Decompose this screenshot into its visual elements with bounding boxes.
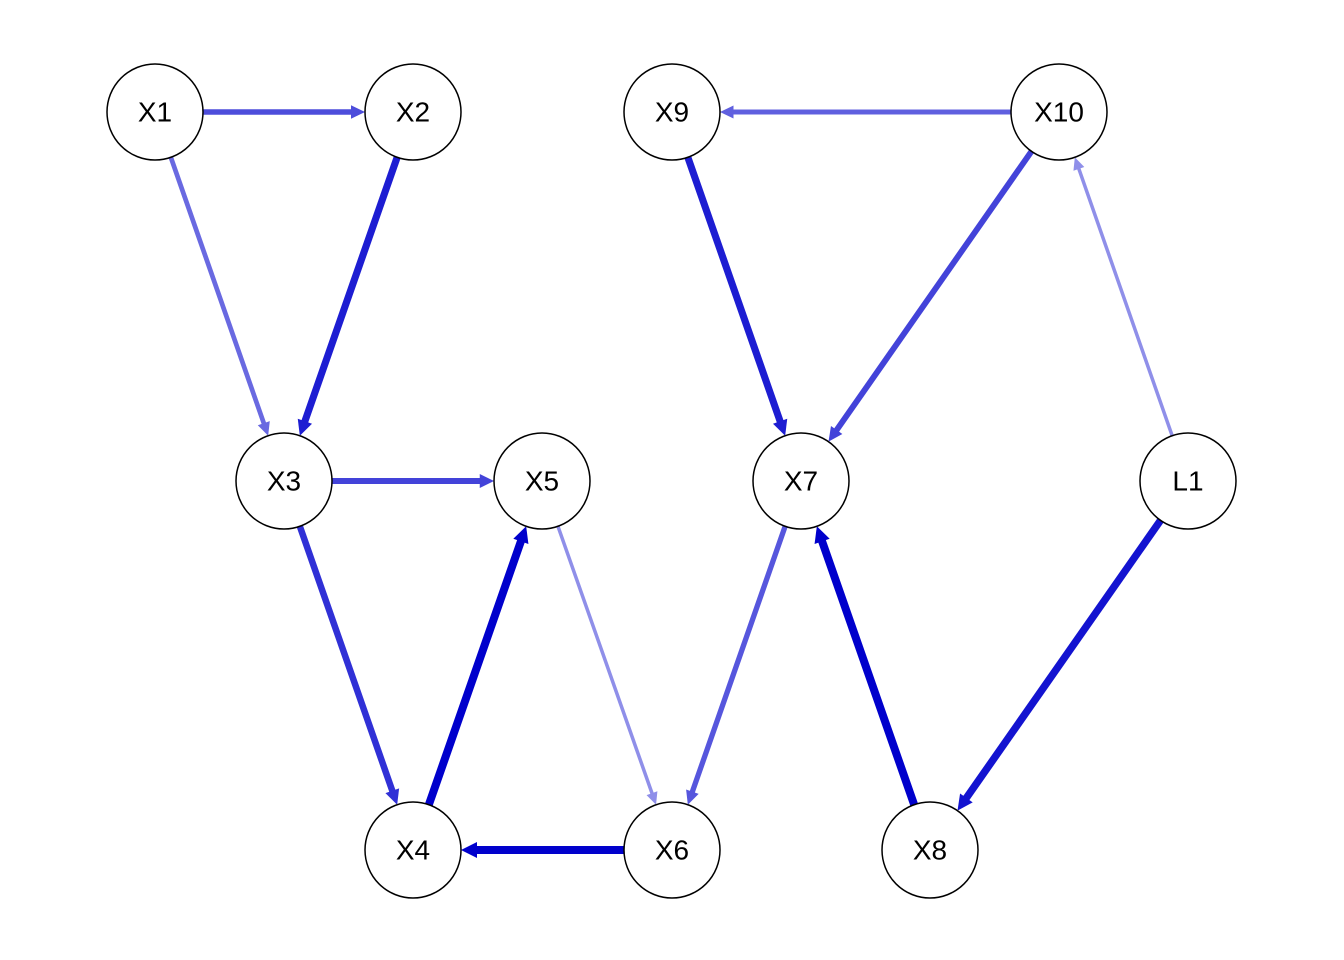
node-l1: L1: [1139, 432, 1237, 530]
edge-x8-to-x7: [814, 526, 918, 807]
node-x3: X3: [235, 432, 333, 530]
node-circle: [1139, 432, 1237, 530]
arrowhead: [772, 418, 788, 436]
node-circle: [623, 801, 721, 899]
node-circle: [493, 432, 591, 530]
node-circle: [1010, 63, 1108, 161]
arrowhead: [1073, 157, 1085, 171]
node-x8: X8: [881, 801, 979, 899]
node-circle: [235, 432, 333, 530]
arrowhead: [686, 789, 699, 805]
edge-x6-to-x4: [461, 842, 624, 858]
edge-line: [833, 149, 1034, 433]
edge-line: [689, 525, 788, 794]
arrowhead: [957, 793, 973, 811]
arrowhead: [646, 791, 658, 805]
arrowhead: [351, 105, 365, 119]
node-label: X4: [396, 835, 430, 866]
node-label: X1: [138, 97, 172, 128]
node-label: X2: [396, 97, 430, 128]
edge-x10-to-x9: [720, 105, 1011, 119]
edges-layer: [168, 105, 1174, 858]
edge-x1-to-x2: [203, 105, 365, 119]
edge-line: [556, 525, 654, 795]
edge-line: [168, 156, 267, 425]
edge-x2-to-x3: [297, 156, 401, 436]
arrowhead: [297, 418, 313, 436]
node-x5: X5: [493, 432, 591, 530]
node-label: X6: [655, 835, 689, 866]
node-x9: X9: [623, 63, 721, 161]
node-label: L1: [1172, 466, 1203, 497]
node-circle: [364, 63, 462, 161]
node-label: X8: [913, 835, 947, 866]
edge-line: [301, 156, 401, 424]
edge-line: [296, 525, 396, 793]
arrowhead: [814, 526, 830, 545]
node-circle: [881, 801, 979, 899]
edge-x4-to-x5: [425, 526, 529, 807]
node-circle: [752, 432, 850, 530]
edge-x10-to-x7: [828, 149, 1034, 442]
node-x10: X10: [1010, 63, 1108, 161]
node-x6: X6: [623, 801, 721, 899]
node-label: X10: [1034, 97, 1084, 128]
arrowhead: [385, 788, 400, 805]
node-circle: [623, 63, 721, 161]
node-x2: X2: [364, 63, 462, 161]
edge-x5-to-x6: [556, 525, 658, 805]
arrowhead: [461, 842, 477, 858]
edge-line: [684, 156, 784, 424]
edge-x9-to-x7: [684, 156, 788, 436]
edge-line: [425, 539, 525, 807]
arrowhead: [479, 474, 494, 488]
edge-line: [818, 539, 918, 807]
nodes-layer: X1 X2 X3 X4 X5 X6 X7 X8 X9 X10 L1: [106, 63, 1237, 899]
edge-x3-to-x5: [332, 474, 494, 488]
node-label: X7: [784, 466, 818, 497]
node-label: X3: [267, 466, 301, 497]
arrowhead: [257, 421, 270, 436]
node-x4: X4: [364, 801, 462, 899]
node-x7: X7: [752, 432, 850, 530]
node-label: X9: [655, 97, 689, 128]
edge-l1-to-x10: [1073, 157, 1174, 437]
arrowhead: [828, 426, 843, 442]
node-circle: [106, 63, 204, 161]
edge-l1-to-x8: [957, 518, 1164, 811]
arrowhead: [513, 526, 529, 545]
node-x1: X1: [106, 63, 204, 161]
edge-line: [962, 518, 1164, 801]
edge-line: [1076, 167, 1174, 437]
edge-x3-to-x4: [296, 525, 400, 805]
edge-x1-to-x3: [168, 156, 270, 436]
edge-x7-to-x6: [686, 525, 788, 805]
node-circle: [364, 801, 462, 899]
node-label: X5: [525, 466, 559, 497]
arrowhead: [720, 105, 734, 119]
